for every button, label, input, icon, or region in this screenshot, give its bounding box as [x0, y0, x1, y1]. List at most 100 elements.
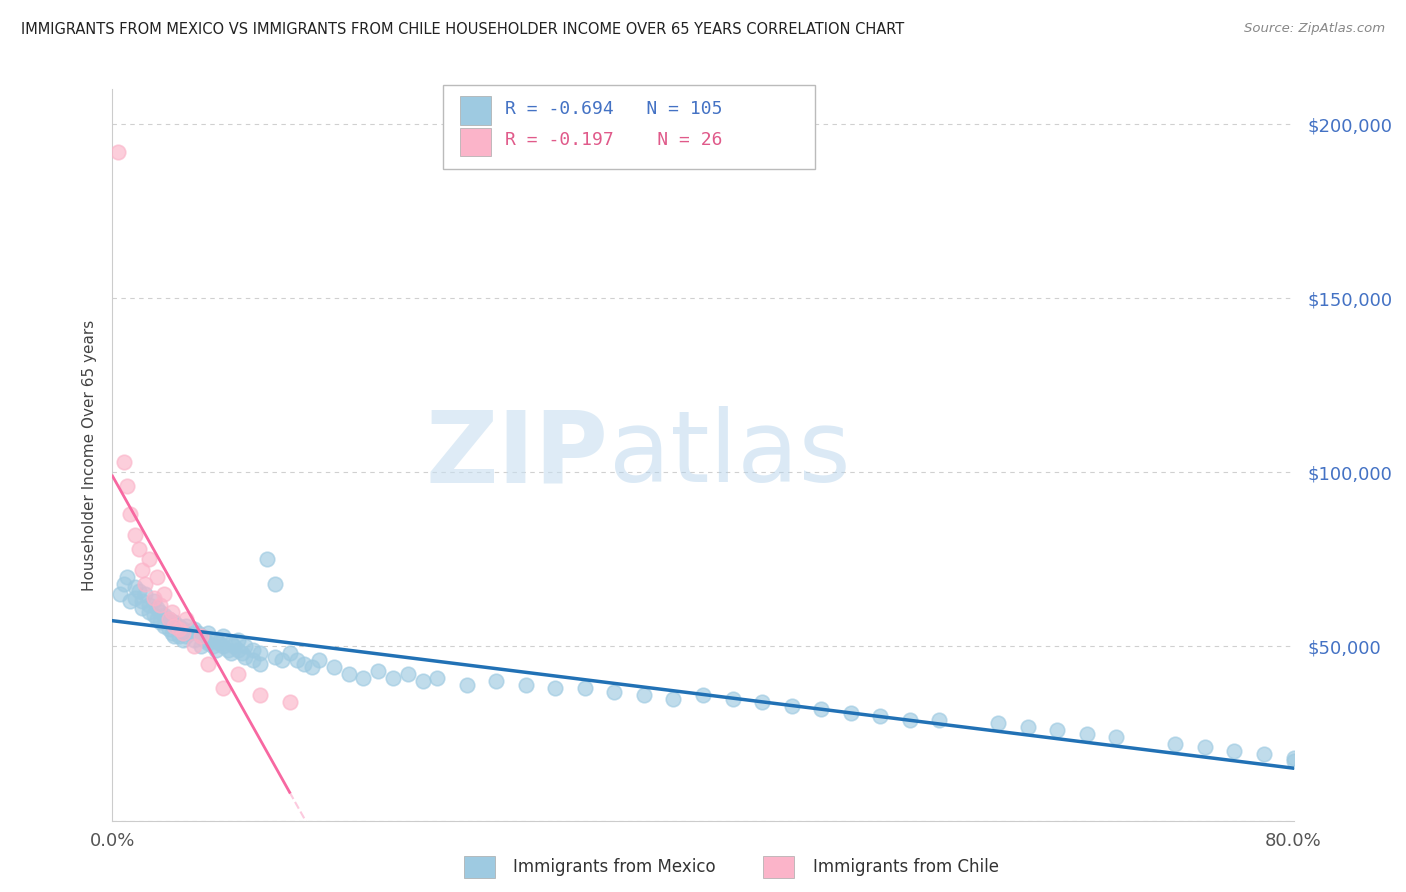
Point: [898, 713, 921, 727]
Point: [174, 612, 197, 626]
Point: [278, 695, 301, 709]
Point: [163, 629, 186, 643]
Point: [264, 649, 287, 664]
Point: [226, 643, 249, 657]
Point: [231, 647, 253, 661]
Point: [1017, 720, 1039, 734]
Point: [308, 653, 330, 667]
Point: [120, 507, 142, 521]
Point: [1046, 723, 1069, 737]
Point: [352, 671, 374, 685]
Point: [117, 570, 138, 584]
Point: [167, 618, 190, 632]
Point: [167, 622, 190, 636]
Point: [197, 657, 219, 671]
Point: [183, 632, 205, 647]
Point: [112, 576, 135, 591]
Point: [174, 618, 197, 632]
Point: [242, 653, 264, 667]
Point: [839, 706, 862, 720]
Point: [1282, 751, 1305, 765]
Point: [183, 640, 205, 654]
Point: [190, 629, 212, 643]
Point: [108, 587, 131, 601]
Point: [193, 632, 215, 647]
Point: [249, 688, 271, 702]
Point: [153, 608, 176, 623]
Point: [226, 667, 249, 681]
Point: [179, 625, 201, 640]
Point: [128, 583, 150, 598]
Point: [163, 615, 186, 629]
Point: [160, 625, 183, 640]
Text: Immigrants from Chile: Immigrants from Chile: [813, 858, 998, 876]
Point: [142, 608, 165, 623]
Point: [153, 587, 176, 601]
Point: [212, 640, 235, 654]
Point: [544, 681, 567, 696]
Point: [183, 622, 205, 636]
Point: [219, 647, 242, 661]
Point: [751, 695, 773, 709]
Point: [367, 664, 389, 678]
Point: [780, 698, 803, 713]
Point: [285, 653, 308, 667]
Point: [987, 716, 1010, 731]
Point: [226, 632, 249, 647]
Point: [869, 709, 891, 723]
Point: [810, 702, 832, 716]
Point: [1282, 755, 1305, 769]
Point: [124, 580, 146, 594]
Point: [721, 691, 744, 706]
Point: [928, 713, 950, 727]
Point: [264, 576, 287, 591]
Point: [197, 636, 219, 650]
Point: [131, 563, 153, 577]
Point: [485, 674, 508, 689]
Point: [167, 629, 190, 643]
Point: [172, 632, 194, 647]
Point: [197, 625, 219, 640]
Point: [603, 685, 626, 699]
Point: [163, 618, 186, 632]
Point: [138, 598, 160, 612]
Text: IMMIGRANTS FROM MEXICO VS IMMIGRANTS FROM CHILE HOUSEHOLDER INCOME OVER 65 YEARS: IMMIGRANTS FROM MEXICO VS IMMIGRANTS FRO…: [21, 22, 904, 37]
Point: [160, 615, 183, 629]
Point: [411, 674, 433, 689]
Point: [692, 688, 714, 702]
Text: atlas: atlas: [609, 407, 851, 503]
Point: [219, 636, 242, 650]
Point: [146, 570, 169, 584]
Point: [205, 643, 228, 657]
Point: [1105, 730, 1128, 744]
Point: [249, 657, 271, 671]
Point: [142, 591, 165, 605]
Point: [249, 647, 271, 661]
Point: [172, 625, 194, 640]
Point: [160, 605, 183, 619]
Point: [120, 594, 142, 608]
Point: [134, 576, 156, 591]
Text: Source: ZipAtlas.com: Source: ZipAtlas.com: [1244, 22, 1385, 36]
Point: [201, 640, 224, 654]
Point: [208, 636, 231, 650]
Point: [256, 552, 278, 566]
Point: [138, 605, 160, 619]
Point: [149, 605, 172, 619]
Point: [153, 618, 176, 632]
Point: [574, 681, 596, 696]
Point: [217, 643, 239, 657]
Text: Immigrants from Mexico: Immigrants from Mexico: [513, 858, 716, 876]
Point: [301, 660, 323, 674]
Point: [456, 678, 478, 692]
Point: [146, 601, 169, 615]
Point: [222, 640, 245, 654]
Point: [187, 625, 209, 640]
Point: [131, 601, 153, 615]
Point: [172, 622, 194, 636]
Point: [337, 667, 360, 681]
Point: [157, 612, 180, 626]
Point: [271, 653, 294, 667]
Point: [174, 629, 197, 643]
Point: [1164, 737, 1187, 751]
